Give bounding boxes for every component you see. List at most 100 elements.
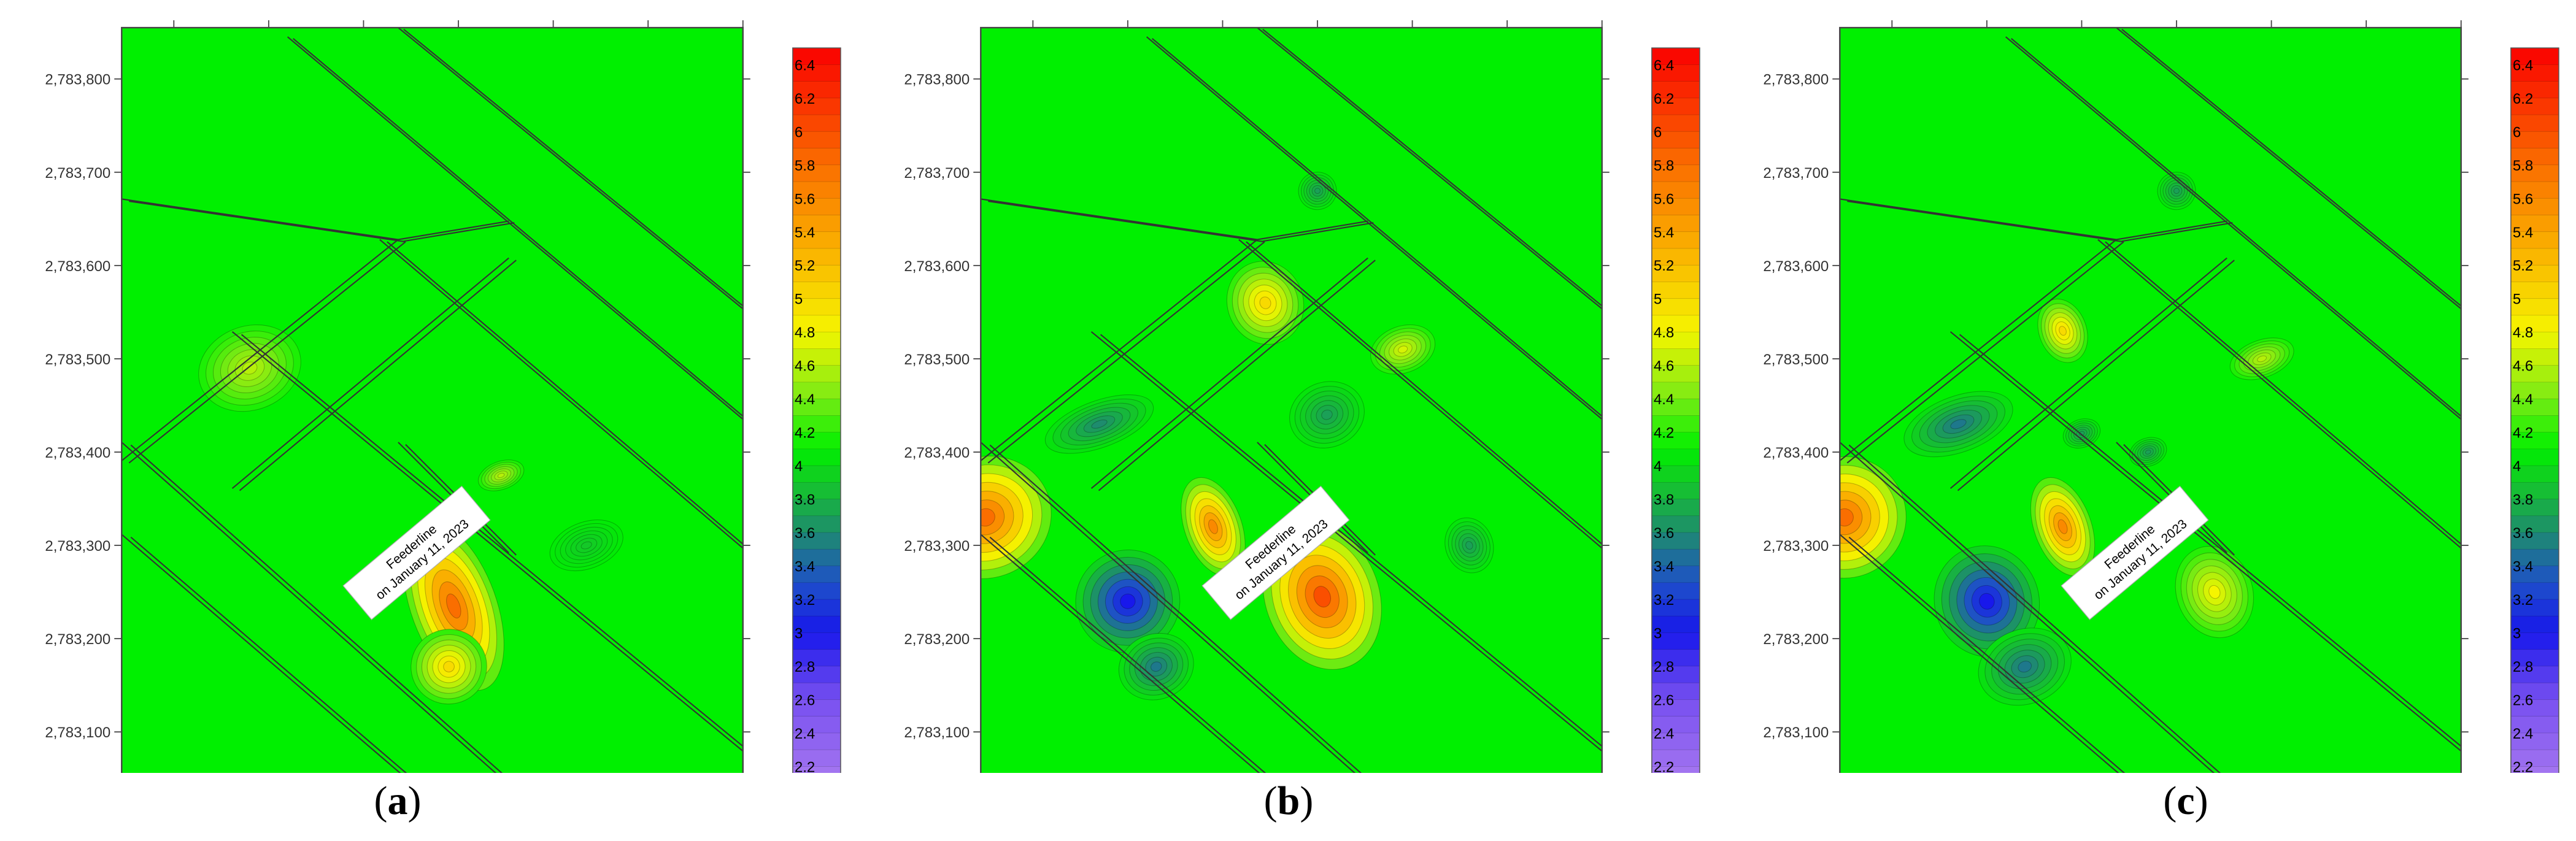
colorbar-band xyxy=(2510,148,2559,166)
caption-a: (a) xyxy=(374,778,422,823)
colorbar-band xyxy=(1651,315,1700,333)
y-tick-label: 2,783,700 xyxy=(45,165,110,182)
colorbar-label: 6.2 xyxy=(1654,91,1674,107)
colorbar-band xyxy=(792,682,841,701)
anomaly-0 xyxy=(981,455,1052,579)
y-tick-label: 2,783,200 xyxy=(904,631,970,648)
colorbar-band xyxy=(2510,682,2559,701)
colorbar-label: 5.8 xyxy=(1654,158,1674,174)
colorbar-band xyxy=(2510,198,2559,216)
caption-c: (c) xyxy=(2163,778,2208,823)
plot-background xyxy=(981,28,1602,773)
colorbar-label: 3.8 xyxy=(795,492,815,509)
colorbar-band xyxy=(1651,331,1700,350)
colorbar-band xyxy=(1651,599,1700,617)
colorbar-label: 6.4 xyxy=(1654,57,1674,74)
y-tick-label: 2,783,300 xyxy=(1763,538,1829,555)
colorbar: 6.4 6.2 6 5.8 5.6 5.4 5.2 5 4.8 4.6 4.4 4.2 4 3.8 3.6 3… xyxy=(792,47,841,773)
y-tick-label: 2,783,800 xyxy=(45,72,110,88)
y-tick-label: 2,783,400 xyxy=(45,445,110,461)
colorbar-label: 3.8 xyxy=(1654,492,1674,509)
colorbar-band xyxy=(2510,298,2559,316)
y-tick-label: 2,783,100 xyxy=(45,724,110,741)
colorbar-label: 2.8 xyxy=(1654,659,1674,675)
colorbar-band xyxy=(1651,198,1700,216)
colorbar-band xyxy=(792,432,841,450)
colorbar-label: 2.6 xyxy=(795,692,815,709)
y-tick-label: 2,783,200 xyxy=(45,631,110,648)
anomaly-9 xyxy=(2062,418,2101,448)
colorbar-label: 5 xyxy=(1654,291,1662,308)
colorbar-band xyxy=(1651,415,1700,433)
anomaly-3 xyxy=(1181,477,1246,577)
colorbar-band xyxy=(2510,732,2559,751)
colorbar-label: 4.8 xyxy=(1654,324,1674,341)
colorbar-band xyxy=(2510,248,2559,266)
anomaly-10 xyxy=(1444,517,1494,574)
colorbar-label: 5 xyxy=(795,291,803,308)
colorbar-label: 6 xyxy=(2513,124,2521,140)
anomaly-1 xyxy=(411,629,487,705)
colorbar-label: 4.4 xyxy=(1654,391,1674,408)
plot-frame xyxy=(1839,26,2462,773)
annotation-box xyxy=(2061,485,2209,620)
colorbar-band xyxy=(2510,548,2559,567)
colorbar-label: 2.4 xyxy=(795,726,815,742)
roadway-lines xyxy=(121,28,743,773)
colorbar-label: 5 xyxy=(2513,291,2521,308)
colorbar-band xyxy=(792,81,841,99)
colorbar-label: 5.4 xyxy=(2513,225,2533,241)
y-tick-label: 2,783,600 xyxy=(1763,258,1829,275)
colorbar-band xyxy=(792,64,841,82)
colorbar-band xyxy=(1651,98,1700,116)
colorbar-label: 3 xyxy=(1654,625,1662,642)
colorbar-band xyxy=(1651,749,1700,767)
colorbar-label: 4 xyxy=(2513,458,2521,475)
colorbar-label: 2.2 xyxy=(795,759,815,773)
colorbar-label: 4.4 xyxy=(795,391,815,408)
colorbar-label: 5.2 xyxy=(1654,258,1674,274)
colorbar-band xyxy=(2510,716,2559,734)
colorbar: 6.4 6.2 6 5.8 5.6 5.4 5.2 5 4.8 4.6 4.4 4.2 4 3.8 3.6 3… xyxy=(2510,47,2559,773)
colorbar-label: 5.8 xyxy=(795,158,815,174)
colorbar-band xyxy=(2510,699,2559,717)
colorbar-band xyxy=(1651,666,1700,684)
annotation-box xyxy=(342,485,491,620)
y-tick-label: 2,783,100 xyxy=(904,724,970,741)
colorbar-band xyxy=(1651,148,1700,166)
colorbar-band xyxy=(1651,532,1700,550)
plot-frame xyxy=(121,26,744,773)
colorbar-band xyxy=(1651,766,1700,773)
colorbar-band xyxy=(792,231,841,249)
colorbar-band xyxy=(2510,432,2559,450)
colorbar-band xyxy=(1651,582,1700,600)
colorbar-label: 2.2 xyxy=(2513,759,2533,773)
y-tick-label: 2,783,800 xyxy=(1763,72,1829,88)
colorbar-band xyxy=(792,298,841,316)
colorbar-label: 3.6 xyxy=(795,525,815,542)
colorbar-label: 2.4 xyxy=(2513,726,2533,742)
colorbar-label: 4.6 xyxy=(2513,358,2533,375)
colorbar-frame xyxy=(2510,47,2559,773)
colorbar-band xyxy=(792,215,841,232)
colorbar-label: 4 xyxy=(1654,458,1662,475)
colorbar-label: 4.6 xyxy=(1654,358,1674,375)
colorbar-frame xyxy=(792,47,841,773)
colorbar-label: 4 xyxy=(795,458,803,475)
colorbar-band xyxy=(792,114,841,132)
colorbar-label: 6.4 xyxy=(795,57,815,74)
colorbar-label: 5.6 xyxy=(2513,191,2533,207)
colorbar-band xyxy=(2510,131,2559,149)
colorbar-label: 6.2 xyxy=(2513,91,2533,107)
colorbar-band xyxy=(2510,615,2559,634)
anomaly-7 xyxy=(1903,391,2013,458)
colorbar-band xyxy=(792,548,841,567)
y-tick-label: 2,783,300 xyxy=(904,538,970,555)
colorbar-band xyxy=(2510,666,2559,684)
